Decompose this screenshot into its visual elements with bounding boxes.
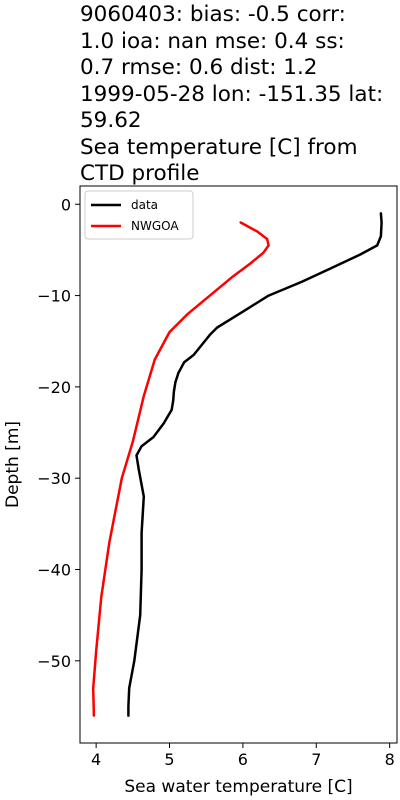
chart-title-line: 9060403: bias: -0.5 corr: — [80, 2, 346, 27]
series-layer — [91, 212, 383, 717]
x-tick-label: 5 — [164, 750, 174, 769]
y-tick-label: −50 — [37, 652, 71, 671]
chart-title-line: 1999-05-28 lon: -151.35 lat: — [80, 81, 384, 107]
legend: data NWGOA — [84, 190, 194, 240]
y-tick-label: 0 — [61, 195, 71, 214]
chart-title-line: 59.62 — [80, 108, 142, 133]
ticks-layer: 4 5 6 7 8 0 −10 −20 −30 −40 −50 — [37, 195, 395, 769]
chart-title-line: 1.0 ioa: nan mse: 0.4 ss: — [80, 28, 345, 54]
legend-label-nwgoa: NWGOA — [131, 219, 179, 233]
chart-title-line: CTD profile — [80, 161, 200, 186]
series-line-nwgoa — [91, 221, 270, 717]
x-tick-label: 7 — [311, 750, 321, 769]
y-tick-label: −30 — [37, 469, 71, 488]
y-axis-label: Depth [m] — [3, 421, 23, 508]
x-axis-label: Sea water temperature [C] — [124, 777, 352, 797]
y-tick-label: −10 — [37, 287, 71, 306]
x-tick-label: 8 — [385, 750, 395, 769]
x-tick-label: 6 — [238, 750, 248, 769]
x-tick-label: 4 — [91, 750, 101, 769]
chart-title-line: 0.7 rmse: 0.6 dist: 1.2 — [80, 55, 318, 80]
y-tick-label: −40 — [37, 561, 71, 580]
y-tick-label: −20 — [37, 378, 71, 397]
chart-title: 9060403: bias: -0.5 corr: 1.0 ioa: nan ms… — [80, 2, 398, 188]
series-line-data — [127, 212, 383, 717]
plot-area-frame — [79, 185, 398, 744]
chart-title-line: Sea temperature [C] from — [80, 134, 358, 160]
legend-label-data: data — [131, 198, 158, 212]
